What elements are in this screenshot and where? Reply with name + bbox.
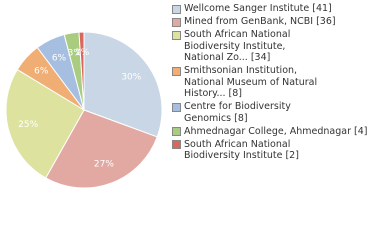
legend-swatch bbox=[172, 4, 181, 14]
legend-swatch bbox=[172, 127, 181, 136]
legend-swatch bbox=[172, 17, 181, 27]
legend-item: Mined from GenBank, NCBI [36] bbox=[170, 16, 380, 28]
legend-swatch bbox=[172, 140, 181, 149]
slice-label: 25% bbox=[18, 120, 38, 130]
legend-label: South African National Biodiversity Inst… bbox=[184, 138, 299, 162]
legend-swatch bbox=[172, 102, 181, 112]
legend-label: Smithsonian Institution, National Museum… bbox=[184, 65, 318, 99]
slice-label: 6% bbox=[52, 53, 67, 63]
slice-label: 27% bbox=[94, 160, 114, 170]
legend-item: South African National Biodiversity Inst… bbox=[170, 29, 380, 64]
legend-swatch bbox=[172, 30, 181, 40]
pie-slice bbox=[5, 68, 85, 179]
legend-item: South African National Biodiversity Inst… bbox=[170, 139, 380, 162]
legend-item: Wellcome Sanger Institute [41] bbox=[170, 3, 380, 15]
legend-item: Centre for Biodiversity Genomics [8] bbox=[170, 101, 380, 124]
pie-slice bbox=[78, 31, 85, 111]
slice-label: 1% bbox=[75, 48, 90, 58]
slice-label: 30% bbox=[121, 72, 141, 82]
legend-swatch bbox=[172, 66, 181, 76]
legend-label: Centre for Biodiversity Genomics [8] bbox=[184, 101, 291, 124]
pie-slice bbox=[83, 31, 163, 138]
legend-label: Ahmednagar College, Ahmednagar [4] bbox=[184, 125, 368, 137]
pie-area: 30%27%25%6%6% 3%1% bbox=[5, 31, 163, 189]
legend-item: Ahmednagar College, Ahmednagar [4] bbox=[170, 126, 380, 138]
legend-label: Mined from GenBank, NCBI [36] bbox=[184, 16, 336, 27]
slice-label: 6% bbox=[34, 67, 49, 77]
slice-label: 3% bbox=[68, 49, 83, 59]
legend-label: Wellcome Sanger Institute [41] bbox=[184, 3, 332, 14]
legend-label: South African National Biodiversity Inst… bbox=[184, 29, 291, 63]
legend: Wellcome Sanger Institute [41] Mined from… bbox=[170, 3, 380, 163]
legend-item: Smithsonian Institution, National Museum… bbox=[170, 65, 380, 100]
